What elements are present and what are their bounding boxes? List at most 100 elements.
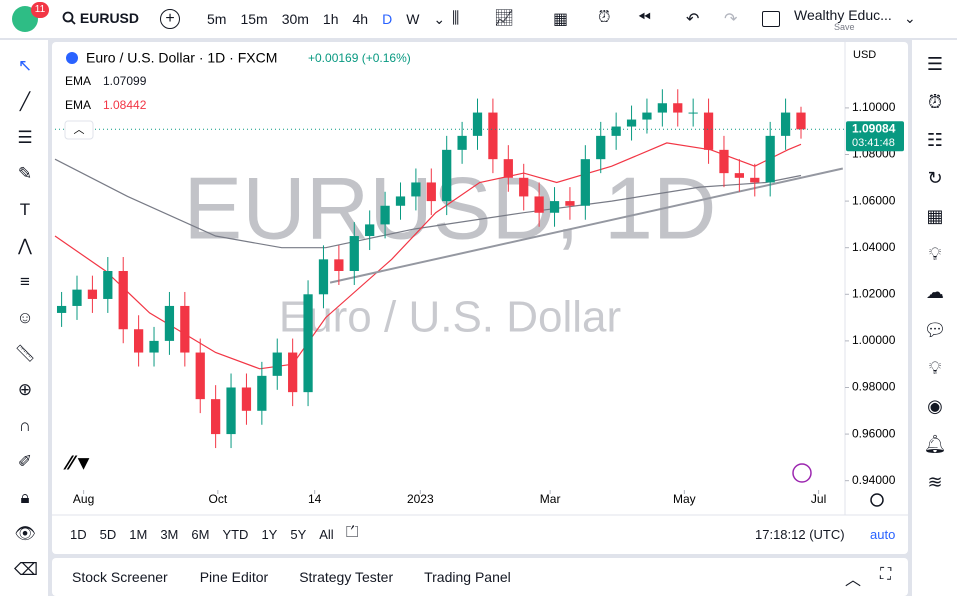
- undo-button[interactable]: ↶: [686, 11, 700, 28]
- tool-icon[interactable]: 👁︎: [14, 524, 36, 543]
- interval-button[interactable]: 15m: [240, 11, 268, 27]
- candle-body: [565, 201, 575, 206]
- widget-icon[interactable]: ☷: [926, 130, 944, 150]
- tool-icon[interactable]: ↖: [17, 56, 33, 75]
- layout-name[interactable]: Wealthy Educ...: [794, 7, 892, 23]
- range-button[interactable]: YTD: [222, 527, 249, 542]
- candle-body: [796, 112, 806, 130]
- range-button[interactable]: All: [319, 527, 334, 542]
- interval-button[interactable]: 4h: [352, 11, 369, 27]
- candle-body: [688, 112, 698, 114]
- interval-group: 5m 15m 30m 1h 4h D W ⌄: [207, 11, 445, 28]
- watermark: Euro / U.S. Dollar: [279, 293, 621, 342]
- layout-icon[interactable]: [762, 11, 780, 27]
- legend-name: EMA: [65, 98, 91, 112]
- candle-body: [503, 159, 513, 178]
- interval-button[interactable]: W: [406, 11, 420, 27]
- candle-body: [288, 352, 298, 393]
- range-button[interactable]: 1Y: [261, 527, 278, 542]
- candle-body: [580, 159, 590, 206]
- widget-icon[interactable]: ⏰︎: [927, 92, 943, 112]
- compare-button[interactable]: +: [160, 9, 180, 29]
- tool-icon[interactable]: ⊕: [17, 380, 33, 399]
- range-button[interactable]: 3M: [160, 527, 179, 542]
- date-range-button[interactable]: ⏍: [346, 524, 359, 541]
- save-label[interactable]: Save: [834, 22, 855, 32]
- tool-icon[interactable]: ≡: [20, 272, 30, 291]
- widget-icon[interactable]: 💡︎: [928, 358, 942, 378]
- panel-tab[interactable]: Stock Screener: [72, 569, 168, 585]
- tool-icon[interactable]: ⌫: [14, 560, 39, 579]
- widget-icon[interactable]: ☰: [926, 54, 944, 74]
- candle-body: [534, 196, 544, 213]
- tool-icon[interactable]: T: [19, 200, 31, 219]
- range-button[interactable]: 1D: [70, 527, 87, 542]
- candle-body: [334, 259, 344, 271]
- candle-body: [780, 112, 791, 136]
- interval-button[interactable]: 1h: [322, 11, 339, 27]
- tool-icon[interactable]: 🔒︎: [20, 488, 30, 507]
- tool-icon[interactable]: 📏︎: [14, 344, 36, 363]
- chart-type-button[interactable]: ⫼: [452, 10, 460, 27]
- interval-button[interactable]: 30m: [281, 11, 309, 27]
- panel-tab[interactable]: Trading Panel: [424, 569, 511, 585]
- panel-tab[interactable]: Strategy Tester: [299, 569, 394, 585]
- tool-icon[interactable]: ⋀: [18, 236, 32, 255]
- layout-menu[interactable]: ⌄: [904, 10, 916, 26]
- candle-body: [134, 329, 144, 353]
- search-icon: [62, 11, 76, 25]
- alert-button[interactable]: ⏰︎: [598, 9, 611, 26]
- symbol-search[interactable]: EURUSD: [62, 10, 139, 26]
- range-button[interactable]: 1M: [129, 527, 148, 542]
- candle-body: [442, 149, 452, 202]
- candle-body: [657, 103, 667, 113]
- layouts-button[interactable]: ▦: [553, 11, 569, 28]
- legend-toggle-icon: ︿: [74, 124, 85, 136]
- tool-icon[interactable]: ✐: [17, 452, 33, 471]
- tool-icon[interactable]: ☰: [17, 128, 33, 147]
- candle-body: [549, 201, 560, 213]
- legend-name: EMA: [65, 74, 91, 88]
- range-button[interactable]: 6M: [191, 527, 210, 542]
- widget-icon[interactable]: ☁︎: [926, 282, 944, 302]
- candle-body: [488, 112, 498, 160]
- y-tick-label: 0.96000: [852, 426, 896, 440]
- interval-button[interactable]: D: [382, 11, 393, 27]
- widget-icon[interactable]: 💡︎: [928, 244, 942, 264]
- tool-icon[interactable]: ╱: [19, 92, 31, 111]
- maximize-button[interactable]: ⛶: [880, 566, 892, 583]
- collapse-button[interactable]: ︿: [845, 572, 862, 589]
- replay-button[interactable]: ⏪︎: [638, 9, 651, 26]
- legend-value: 1.08442: [103, 98, 147, 112]
- tv-logo: ⁄⁄▼: [63, 452, 93, 474]
- candle-body: [164, 305, 175, 341]
- range-button[interactable]: 5Y: [290, 527, 307, 542]
- redo-button[interactable]: ↷: [724, 11, 738, 28]
- widget-icon[interactable]: ▦: [926, 206, 944, 226]
- candle-body: [118, 270, 128, 330]
- panel-tab[interactable]: Pine Editor: [199, 569, 269, 585]
- candle-body: [72, 289, 82, 306]
- range-button[interactable]: 5D: [99, 527, 117, 542]
- y-tick-label: 1.06000: [852, 193, 896, 207]
- symbol: EURUSD: [79, 10, 140, 26]
- widget-icon[interactable]: 💬︎: [923, 320, 947, 340]
- candle-body: [611, 126, 621, 136]
- indicators-button[interactable]: 📈︎: [494, 10, 515, 27]
- widget-icon[interactable]: ↻: [927, 168, 943, 188]
- tool-icon[interactable]: ✎: [17, 164, 33, 183]
- widget-icon[interactable]: 🔔︎: [923, 434, 947, 454]
- x-tick-label: Oct: [209, 492, 228, 506]
- candle-body: [195, 352, 205, 400]
- widget-icon[interactable]: ≋: [927, 472, 943, 492]
- tool-icon[interactable]: ∩: [18, 416, 32, 435]
- interval-button[interactable]: 5m: [207, 11, 227, 27]
- candle-body: [411, 182, 421, 197]
- widget-icon[interactable]: ◉: [927, 396, 943, 416]
- notification-badge: 11: [31, 2, 49, 18]
- interval-menu[interactable]: ⌄: [433, 11, 446, 27]
- scale-mode[interactable]: auto: [870, 527, 896, 542]
- tool-icon[interactable]: ☺: [16, 308, 34, 327]
